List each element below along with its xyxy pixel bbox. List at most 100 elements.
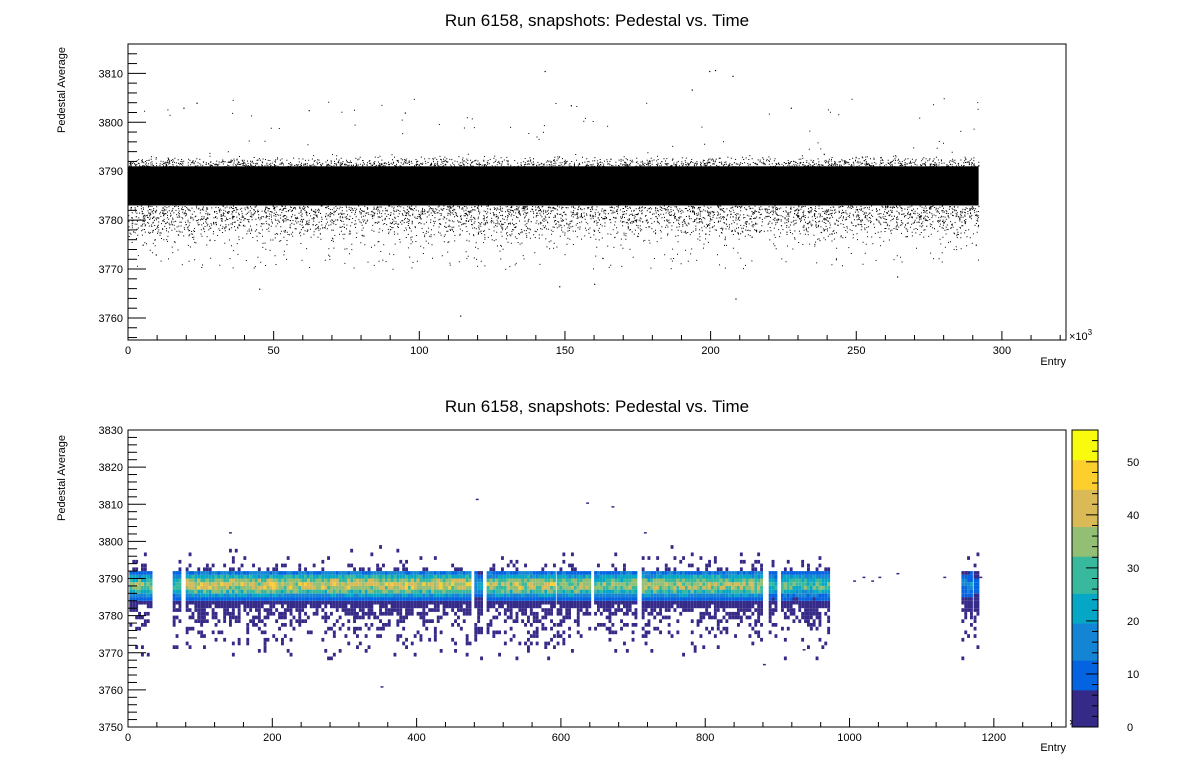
heatmap-cell xyxy=(295,585,299,590)
heatmap-cell xyxy=(757,559,761,564)
heatmap-cell xyxy=(399,589,403,594)
heatmap-cell xyxy=(789,589,793,594)
heatmap-cell xyxy=(757,589,761,594)
heatmap-cell xyxy=(246,582,250,586)
heatmap-cell xyxy=(973,574,977,579)
heatmap-cell xyxy=(656,626,660,631)
heatmap-cell xyxy=(550,604,553,609)
heatmap-cell xyxy=(410,600,414,605)
color-scale-bin xyxy=(1072,667,1098,676)
heatmap-cell xyxy=(410,578,414,583)
heatmap-cell xyxy=(538,604,542,609)
heatmap-cell xyxy=(462,589,466,594)
heatmap-cell xyxy=(804,571,807,575)
heatmap-cell xyxy=(976,611,980,616)
heatmap-cell xyxy=(964,615,968,620)
heatmap-cell xyxy=(757,634,761,638)
heatmap-cell xyxy=(480,611,483,616)
heatmap-cell xyxy=(541,589,545,594)
heatmap-cell xyxy=(428,571,432,575)
heatmap-cell xyxy=(295,574,299,579)
heatmap-cell xyxy=(579,582,583,586)
heatmap-cell xyxy=(501,593,504,598)
heatmap-cell xyxy=(263,574,267,579)
heatmap-cell xyxy=(442,578,446,583)
heatmap-cell xyxy=(489,571,493,575)
heatmap-cell xyxy=(815,615,819,620)
color-scale-bin xyxy=(1072,652,1098,661)
heatmap-cell xyxy=(396,604,400,609)
heatmap-cell xyxy=(445,585,449,590)
heatmap-cell xyxy=(278,574,281,579)
heatmap-cell xyxy=(739,578,743,583)
heatmap-cell xyxy=(597,563,600,568)
heatmap-cell xyxy=(301,585,305,590)
heatmap-cell xyxy=(521,611,525,616)
heatmap-cell xyxy=(679,611,683,616)
heatmap-cell xyxy=(501,585,504,590)
heatmap-cell xyxy=(512,578,516,583)
heatmap-cell xyxy=(821,600,825,605)
heatmap-cell xyxy=(582,593,586,598)
heatmap-cell xyxy=(553,585,556,590)
heatmap-cell xyxy=(547,611,551,616)
heatmap-cell xyxy=(260,604,264,609)
heatmap-cell xyxy=(281,574,284,579)
heatmap-cell xyxy=(664,597,668,601)
heatmap-cell xyxy=(582,582,586,586)
heatmap-cell xyxy=(754,623,758,627)
chart-title: Run 6158, snapshots: Pedestal vs. Time xyxy=(445,397,749,416)
heatmap-cell xyxy=(408,597,411,601)
heatmap-cell xyxy=(734,611,737,616)
heatmap-cell xyxy=(722,585,726,590)
heatmap-cell xyxy=(760,623,763,627)
heatmap-cell xyxy=(301,604,305,609)
heatmap-cell xyxy=(495,597,499,601)
heatmap-cell xyxy=(656,600,660,605)
heatmap-cell xyxy=(141,623,144,627)
heatmap-cell xyxy=(532,611,536,616)
y-tick-label: 3790 xyxy=(99,166,123,178)
heatmap-cell xyxy=(344,608,348,612)
heatmap-cell xyxy=(344,571,348,575)
heatmap-cell xyxy=(623,574,626,579)
heatmap-cell xyxy=(641,571,645,575)
heatmap-cell xyxy=(541,600,545,605)
heatmap-cell xyxy=(376,597,380,601)
heatmap-cell xyxy=(650,571,654,575)
heatmap-cell xyxy=(492,634,496,638)
heatmap-cell xyxy=(286,578,290,583)
heatmap-cell xyxy=(827,567,831,572)
heatmap-cell xyxy=(804,619,807,624)
heatmap-cell xyxy=(477,626,481,631)
heatmap-cell xyxy=(602,585,606,590)
z-tick-label: 40 xyxy=(1127,510,1139,522)
heatmap-cell xyxy=(535,611,539,616)
heatmap-cell xyxy=(257,604,261,609)
heatmap-cell xyxy=(364,578,368,583)
heatmap-cell xyxy=(419,634,423,638)
heatmap-cell xyxy=(229,578,232,583)
heatmap-cell xyxy=(623,567,626,572)
heatmap-cell xyxy=(278,585,281,590)
heatmap-cell xyxy=(220,578,224,583)
heatmap-cell xyxy=(462,608,466,612)
heatmap-outlier xyxy=(979,576,983,579)
heatmap-cell xyxy=(361,571,365,575)
heatmap-cell xyxy=(757,608,761,612)
heatmap-cell xyxy=(132,604,136,609)
heatmap-cell xyxy=(807,608,810,612)
heatmap-cell xyxy=(246,585,250,590)
heatmap-cell xyxy=(283,615,287,620)
heatmap-cell xyxy=(188,608,192,612)
heatmap-cell xyxy=(188,626,192,631)
heatmap-cell xyxy=(614,630,618,635)
heatmap-cell xyxy=(553,563,556,568)
heatmap-segment xyxy=(973,552,980,650)
heatmap-cell xyxy=(229,582,232,586)
heatmap-cell xyxy=(474,630,478,635)
heatmap-cell xyxy=(757,574,761,579)
heatmap-cell xyxy=(384,585,388,590)
heatmap-cell xyxy=(445,578,449,583)
heatmap-cell xyxy=(789,600,793,605)
